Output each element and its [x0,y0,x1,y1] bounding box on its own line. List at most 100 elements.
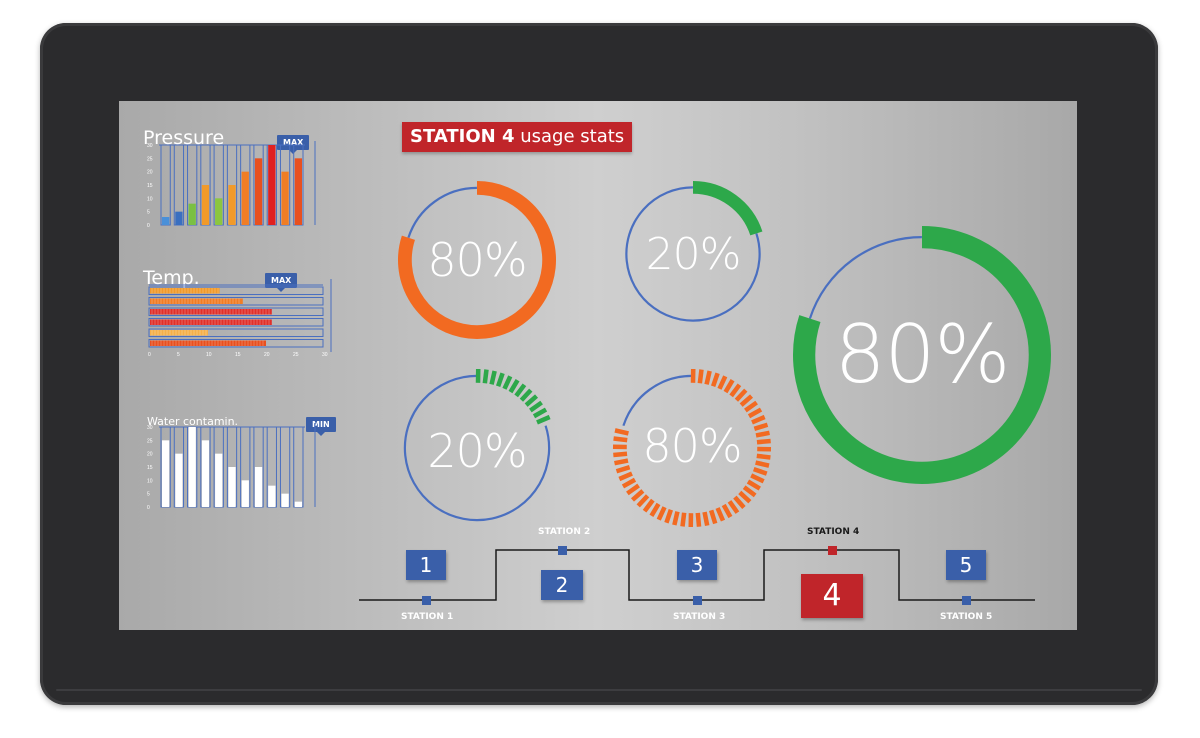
gauge-segment [729,383,742,398]
gauge-segment [626,483,640,496]
y-tick-label: 25 [147,438,153,444]
x-tick-label: 20 [264,352,270,358]
gauge-segment [742,485,757,498]
bar [228,185,236,225]
gauge-segment [727,500,740,514]
station-2-node[interactable] [558,546,567,555]
bar [254,467,263,507]
station-4-node[interactable] [828,546,837,555]
station-3-label: STATION 3 [673,612,726,622]
water-title: Water contamin. [147,415,239,428]
gauge-segment [756,453,771,460]
gauge-segment [614,428,629,436]
bar [254,158,263,225]
bar [188,427,196,507]
bar [228,467,236,507]
station-1-button[interactable]: 1 [406,550,446,580]
gauge-segment [704,370,712,385]
gauge-segment [613,451,628,458]
gauge-track [625,186,761,322]
gauge-segment [744,400,758,413]
station-banner: STATION 4 usage stats [402,122,633,152]
gauge-segment [755,460,770,468]
bar [215,198,223,225]
station-3-button[interactable]: 3 [677,550,717,580]
station-2-button[interactable]: 2 [541,570,583,600]
banner-station-name: STATION 4 [410,126,515,147]
temp-title: Temp. [143,267,200,289]
bar [201,185,210,225]
gauge-segment [738,490,752,504]
gauge-segment [753,422,769,431]
station-timeline-line [359,549,1035,601]
bar [150,330,208,336]
gauge-segment [709,509,718,525]
bar-track [148,339,324,348]
y-tick-label: 20 [147,170,153,176]
station-5-node[interactable] [962,596,971,605]
gauge-segment [529,400,543,413]
y-tick-label: 30 [147,143,153,149]
gauge-segment [747,407,763,419]
y-tick-label: 0 [147,505,150,511]
gauge-segment [739,394,754,407]
gauge-segment [721,503,733,519]
gauge-track [808,236,922,319]
bar [188,203,196,225]
gauge-segment [618,471,633,482]
gauge-label: 80% [642,419,742,473]
banner-subtitle: usage stats [514,126,625,147]
bar [215,453,223,507]
water-chart: 30 25 20 15 10 5 0 [147,423,316,511]
y-tick-label: 10 [147,478,153,484]
y-tick-label: 30 [147,425,153,431]
gauge-segment [702,511,710,526]
bar [241,171,249,225]
bar-track [148,318,324,327]
pressure-chart: 30 25 20 15 10 5 0 [147,141,316,229]
gauge-large-green-80: 80% [791,224,1053,486]
bar-track [148,307,324,316]
bar [268,145,276,225]
bar [175,211,183,225]
gauge-label: 20% [427,424,527,478]
gauge-segment [734,388,748,402]
gauge-fill [793,226,1051,484]
gauge-segment [532,407,548,419]
gauge-segment [695,512,702,527]
gauge-track [403,374,551,522]
x-tick-label: 5 [177,352,180,358]
gauge-segment [514,383,527,398]
bar [294,158,302,225]
bar [162,217,170,225]
gauge-segment [613,436,628,443]
gauge-segment [723,379,735,394]
bar [281,493,289,507]
station-3-node[interactable] [693,596,702,605]
station-5-button[interactable]: 5 [946,550,986,580]
bar [150,298,243,304]
gauge-fill [398,181,556,339]
gauge-segment [489,370,497,385]
station-1-node[interactable] [422,596,431,605]
gauge-ring [793,226,1051,484]
x-tick-label: 15 [235,352,241,358]
bar [150,319,272,325]
gauge-label: 80% [834,308,1011,401]
gauge-segment [710,372,720,388]
gauge-segment [636,494,650,508]
gauge-segment [614,458,629,466]
gauge-segment [508,379,520,394]
gauge-segmented-orange-80: 80% [611,367,773,529]
station-5-label: STATION 5 [940,612,993,622]
gauge-segment [715,507,726,522]
pressure-title: Pressure [143,127,225,149]
gauge-segment [717,375,728,390]
y-tick-label: 0 [147,223,150,229]
station-4-button[interactable]: 4 [801,574,863,618]
gauge-segment [697,369,704,384]
bar-track [148,286,324,295]
gauge-segment [495,372,505,388]
bar-track [148,328,324,337]
temp-chart: 0 5 10 15 20 25 30 [148,279,332,358]
